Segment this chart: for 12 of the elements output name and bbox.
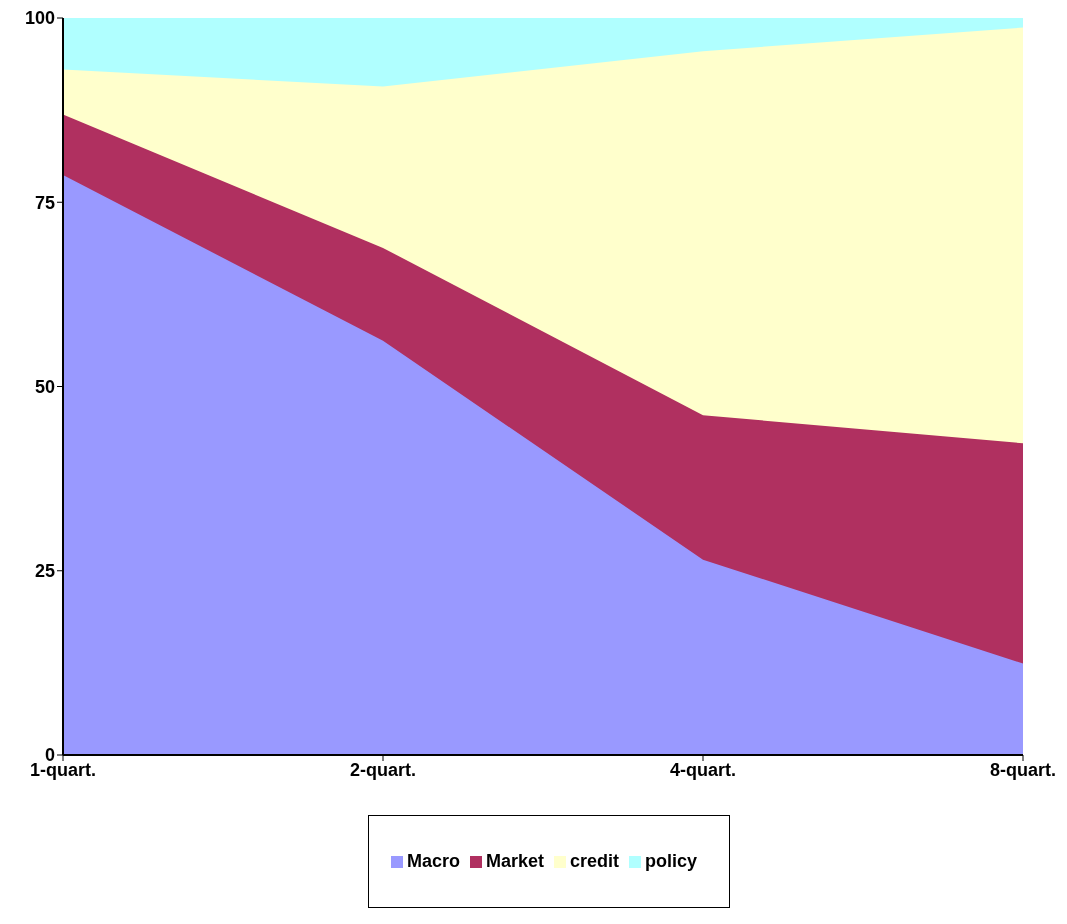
- y-tick-label: 50: [34, 376, 55, 397]
- x-tick-label: 2-quart.: [349, 759, 417, 780]
- legend-label: policy: [645, 851, 698, 871]
- y-tick-label: 0: [44, 745, 55, 766]
- legend-label: Macro: [406, 851, 460, 871]
- y-tick-label: 75: [34, 192, 55, 213]
- y-tick-label: 25: [34, 561, 55, 582]
- legend-label: Market: [485, 851, 544, 871]
- legend-label: credit: [570, 851, 620, 871]
- x-tick-label: 8-quart.: [989, 759, 1057, 780]
- x-tick-label: 4-quart.: [669, 759, 737, 780]
- y-tick-label: 100: [24, 8, 55, 29]
